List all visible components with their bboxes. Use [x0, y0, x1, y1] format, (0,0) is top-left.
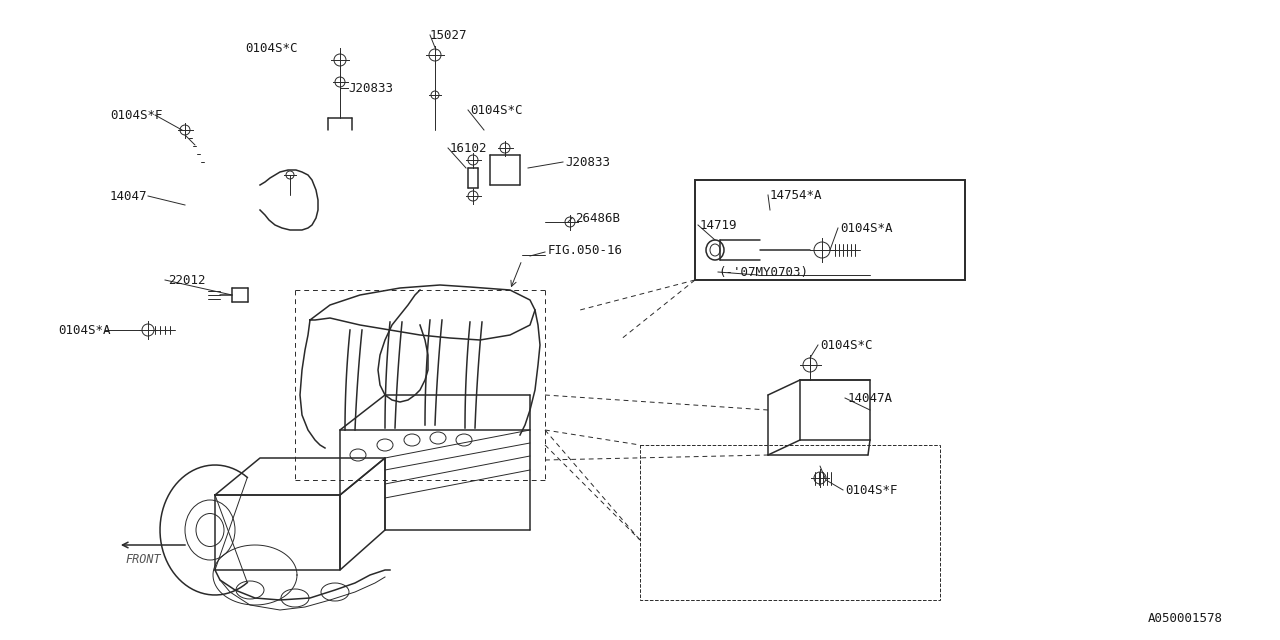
Text: (-'07MY0703): (-'07MY0703)	[718, 266, 808, 278]
Text: A050001578: A050001578	[1148, 611, 1222, 625]
Text: J20833: J20833	[564, 156, 611, 168]
Text: FRONT: FRONT	[125, 553, 160, 566]
Text: 26486B: 26486B	[575, 211, 620, 225]
Text: 14047A: 14047A	[849, 392, 893, 404]
Bar	[695, 180, 965, 280]
Text: 14047: 14047	[110, 189, 147, 202]
Text: 15027: 15027	[430, 29, 467, 42]
Text: 0104S*A: 0104S*A	[58, 323, 110, 337]
Text: 14754*A: 14754*A	[771, 189, 823, 202]
Text: 14719: 14719	[700, 218, 737, 232]
Text: 0104S*F: 0104S*F	[110, 109, 163, 122]
Text: FIG.050-16: FIG.050-16	[548, 243, 623, 257]
Text: 0104S*C: 0104S*C	[470, 104, 522, 116]
Text: 0104S*C: 0104S*C	[244, 42, 297, 54]
Text: 16102: 16102	[451, 141, 488, 154]
Text: J20833: J20833	[348, 81, 393, 95]
Text: 0104S*C: 0104S*C	[820, 339, 873, 351]
Bar	[640, 445, 940, 600]
Text: 0104S*A: 0104S*A	[840, 221, 892, 234]
Text: 0104S*F: 0104S*F	[845, 483, 897, 497]
Text: 22012: 22012	[168, 273, 206, 287]
